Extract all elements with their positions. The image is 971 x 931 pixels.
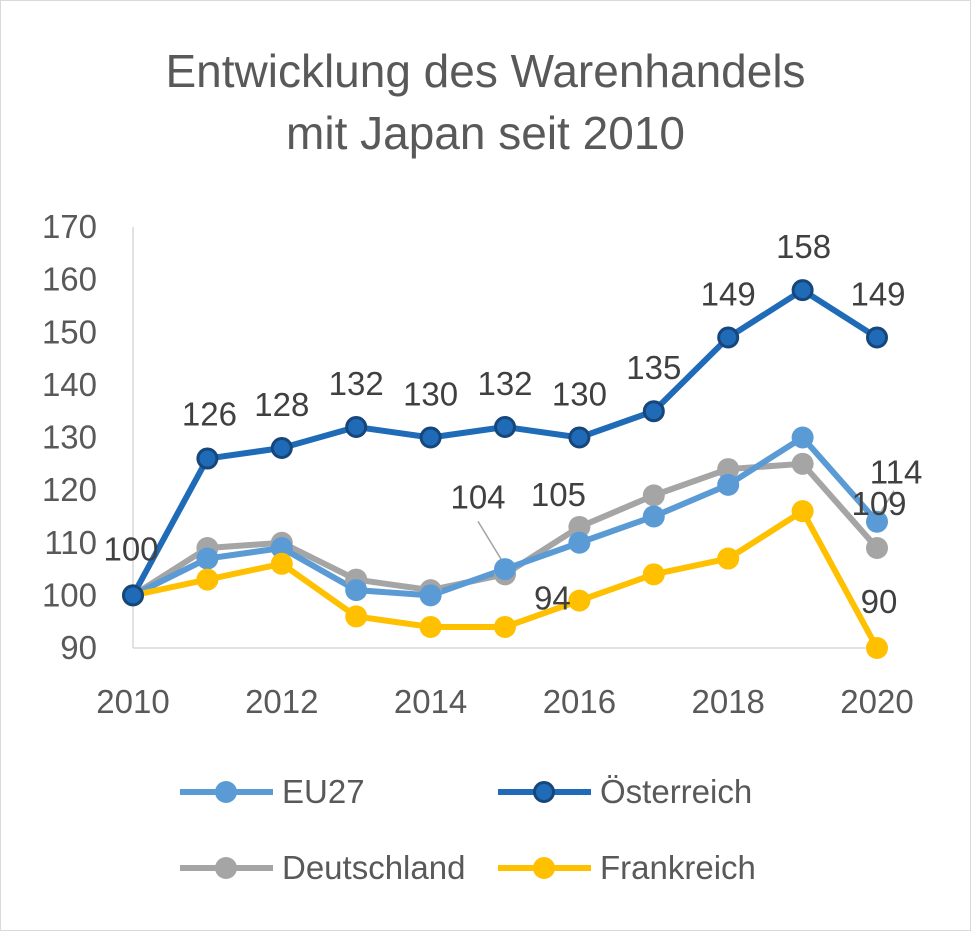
y-tick-label: 110 xyxy=(44,524,97,561)
data-label-oesterreich-2018: 149 xyxy=(701,276,756,313)
data-point-eu27-2014 xyxy=(419,584,442,607)
x-tick-label: 2012 xyxy=(245,683,318,720)
y-tick-label: 170 xyxy=(42,208,97,245)
legend-item-eu27: EU27 xyxy=(180,773,365,810)
x-tick-label: 2018 xyxy=(691,683,764,720)
leader-line-eu27-2020 xyxy=(880,490,895,513)
data-point-oesterreich-2015 xyxy=(494,415,516,438)
legend-item-deutschland: Deutschland xyxy=(180,849,465,886)
chart-title: Entwicklung des Warenhandels mit Japan s… xyxy=(0,40,971,164)
data-label-frankreich-2016: 94 xyxy=(534,580,571,617)
data-point-deutschland-2018 xyxy=(717,458,740,481)
legend-item-oesterreich: Österreich xyxy=(498,773,752,810)
x-tick-label: 2010 xyxy=(96,683,169,720)
data-point-frankreich-2014 xyxy=(419,615,442,638)
y-tick-label: 120 xyxy=(42,471,97,508)
legend-swatch-marker xyxy=(533,781,555,803)
y-tick-label: 100 xyxy=(42,576,97,613)
data-point-eu27-2011 xyxy=(196,547,219,570)
series-line-oesterreich xyxy=(130,287,879,597)
legend: EU27 Österreich Deutschland Frankreich xyxy=(180,773,756,886)
data-label-oesterreich-2010: 100 xyxy=(103,530,158,567)
legend-label: Frankreich xyxy=(600,849,756,886)
data-point-deutschland-2020 xyxy=(866,537,888,560)
data-point-oesterreich-2013 xyxy=(345,415,368,438)
legend-swatch-marker xyxy=(215,781,237,803)
legend-label: Deutschland xyxy=(282,849,465,886)
chart-title-line-1: Entwicklung des Warenhandels xyxy=(165,45,806,97)
data-label-deutschland-2020: 109 xyxy=(851,485,906,522)
legend-label: Österreich xyxy=(600,773,752,810)
data-point-deutschland-2019 xyxy=(791,452,814,475)
data-label-deutschland-2016: 105 xyxy=(531,476,586,513)
series-markers xyxy=(122,279,888,659)
data-point-eu27-2016 xyxy=(568,531,591,554)
data-label-oesterreich-2016: 130 xyxy=(552,376,607,413)
data-point-deutschland-2017 xyxy=(642,484,665,507)
y-tick-label: 160 xyxy=(42,261,97,298)
data-label-eu27-2020: 114 xyxy=(870,454,923,491)
data-label-oesterreich-2014: 130 xyxy=(403,376,458,413)
y-tick-label: 150 xyxy=(42,313,97,350)
data-label-oesterreich-2017: 135 xyxy=(626,349,681,386)
data-point-oesterreich-2012 xyxy=(270,437,293,460)
data-point-frankreich-2017 xyxy=(642,563,665,586)
label-leader-lines xyxy=(477,490,895,563)
leader-line-deutschland-2015 xyxy=(477,520,504,563)
data-label-oesterreich-2015: 132 xyxy=(477,365,532,402)
data-label-oesterreich-2013: 132 xyxy=(329,365,384,402)
data-point-oesterreich-2014 xyxy=(419,426,442,449)
data-label-oesterreich-2011: 126 xyxy=(182,396,237,433)
chart-title-line-2: mit Japan seit 2010 xyxy=(286,107,685,159)
data-point-oesterreich-2020 xyxy=(866,326,888,349)
legend-swatch-marker xyxy=(533,857,555,879)
data-point-oesterreich-2016 xyxy=(568,426,591,449)
data-point-oesterreich-2017 xyxy=(642,400,665,423)
data-point-deutschland-2016 xyxy=(568,515,591,538)
legend-label: EU27 xyxy=(282,773,365,810)
x-tick-label: 2020 xyxy=(840,683,913,720)
data-point-oesterreich-2010 xyxy=(122,584,144,607)
x-tick-label: 2014 xyxy=(394,683,467,720)
data-label-oesterreich-2019: 158 xyxy=(776,228,831,265)
data-point-eu27-2020 xyxy=(866,510,888,533)
series-lines xyxy=(130,287,880,650)
data-point-oesterreich-2011 xyxy=(196,447,219,470)
data-point-eu27-2019 xyxy=(791,426,814,449)
data-labels: 100 126 128 132 130 132 130 135 149 158 149 104 105 9… xyxy=(103,228,922,620)
data-point-eu27-2012 xyxy=(270,537,293,560)
data-point-frankreich-2012 xyxy=(270,552,293,575)
data-point-frankreich-2011 xyxy=(196,568,219,591)
data-point-frankreich-2020 xyxy=(866,637,888,659)
y-tick-label: 140 xyxy=(42,366,97,403)
data-point-oesterreich-2018 xyxy=(717,326,740,349)
data-point-oesterreich-2019 xyxy=(791,279,814,302)
data-label-oesterreich-2020: 149 xyxy=(850,276,905,313)
data-point-frankreich-2015 xyxy=(494,615,516,638)
x-tick-label: 2016 xyxy=(543,683,616,720)
data-point-frankreich-2018 xyxy=(717,547,740,570)
data-point-frankreich-2013 xyxy=(345,605,368,628)
data-point-frankreich-2016 xyxy=(568,589,591,612)
data-label-deutschland-2015: 104 xyxy=(450,478,505,515)
data-point-eu27-2013 xyxy=(345,579,368,602)
legend-swatch-marker xyxy=(215,857,237,879)
data-label-frankreich-2020: 90 xyxy=(861,583,898,620)
legend-item-frankreich: Frankreich xyxy=(498,849,756,886)
data-point-eu27-2018 xyxy=(717,473,740,496)
data-label-oesterreich-2012: 128 xyxy=(254,386,309,423)
y-tick-label: 130 xyxy=(42,419,97,456)
data-point-frankreich-2019 xyxy=(791,500,814,523)
y-tick-label: 90 xyxy=(60,629,97,666)
data-point-eu27-2015 xyxy=(494,558,516,581)
data-point-eu27-2017 xyxy=(642,505,665,528)
